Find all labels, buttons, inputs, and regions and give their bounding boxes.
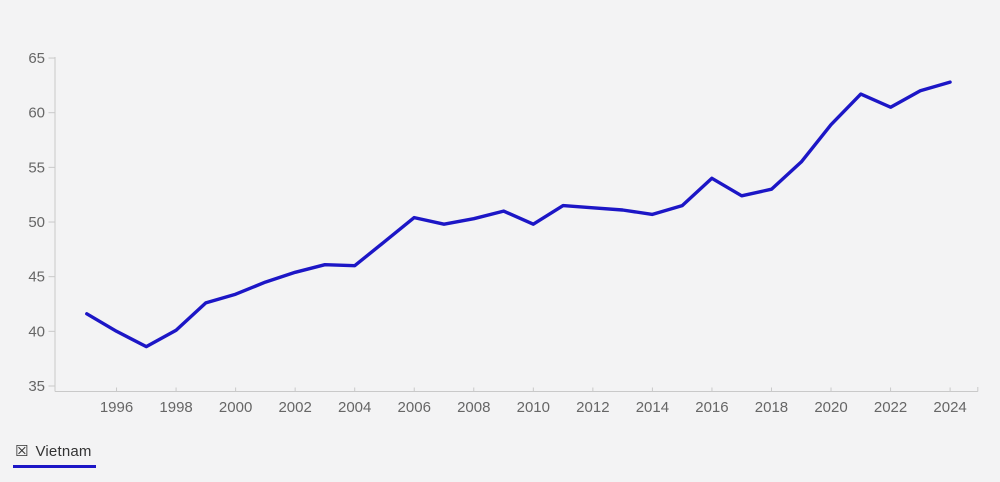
x-axis-tick-label: 2012	[576, 399, 609, 416]
x-axis-tick-label: 2002	[278, 399, 311, 416]
x-axis-tick-label: 2004	[338, 399, 371, 416]
x-axis-line	[55, 387, 979, 392]
y-axis-tick-label: 35	[28, 378, 45, 395]
x-axis-tick-label: 2020	[814, 399, 847, 416]
y-axis-tick-label: 60	[28, 105, 45, 122]
data-line-vietnam	[85, 80, 952, 349]
x-axis-tick-label: 2006	[398, 399, 431, 416]
x-axis-tick-label: 2014	[636, 399, 669, 416]
x-axis-tick-label: 2022	[874, 399, 907, 416]
x-axis-tick-label: 2018	[755, 399, 788, 416]
y-axis-tick-label: 55	[28, 159, 45, 176]
legend-item-vietnam[interactable]: ☒ Vietnam	[13, 443, 96, 468]
x-axis-tick-label: 2008	[457, 399, 490, 416]
checkbox-x-icon[interactable]: ☒	[15, 443, 29, 460]
y-axis-tick-label: 40	[28, 323, 45, 340]
y-axis-tick-label: 45	[28, 269, 45, 286]
legend-label: Vietnam	[35, 443, 92, 460]
x-axis-tick-label: 2010	[517, 399, 550, 416]
x-axis-tick-label: 1996	[100, 399, 133, 416]
y-axis-tick-label: 50	[28, 214, 45, 231]
x-axis-tick-label: 1998	[159, 399, 192, 416]
y-axis-tick-label: 65	[28, 50, 45, 67]
x-axis-tick-label: 2000	[219, 399, 252, 416]
x-axis-tick-label: 2016	[695, 399, 728, 416]
x-axis-tick-label: 2024	[933, 399, 966, 416]
